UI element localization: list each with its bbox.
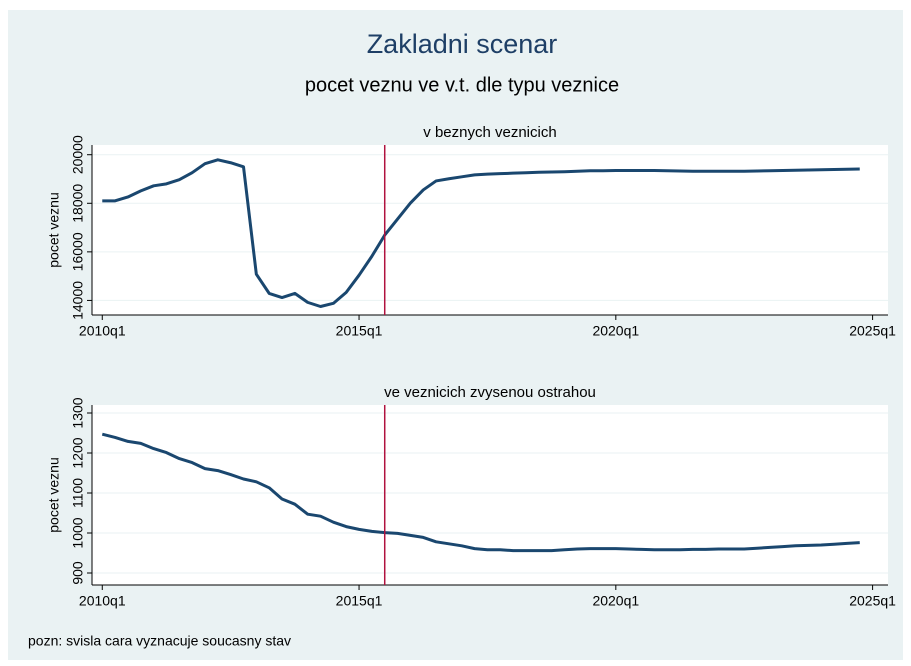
y-axis-label: pocet veznu bbox=[46, 457, 62, 533]
x-tick-label: 2025q1 bbox=[849, 323, 896, 339]
y-tick-label: 16000 bbox=[70, 232, 86, 271]
x-tick-label: 2010q1 bbox=[79, 323, 126, 339]
x-tick-label: 2020q1 bbox=[592, 593, 639, 609]
y-tick-label: 1100 bbox=[70, 478, 86, 508]
x-tick-label: 2015q1 bbox=[336, 323, 383, 339]
y-tick-label: 1000 bbox=[70, 517, 86, 548]
y-tick-label: 1300 bbox=[70, 397, 86, 428]
x-tick-label: 2010q1 bbox=[79, 593, 126, 609]
x-tick-label: 2025q1 bbox=[849, 593, 896, 609]
chart-subtitle: pocet veznu ve v.t. dle typu veznice bbox=[305, 74, 619, 96]
x-tick-label: 2015q1 bbox=[336, 593, 383, 609]
data-line bbox=[102, 158, 860, 308]
y-tick-label: 20000 bbox=[70, 135, 86, 174]
x-tick-label: 2020q1 bbox=[592, 323, 639, 339]
panel-title: ve veznicich zvysenou ostrahou bbox=[384, 384, 596, 401]
y-tick-label: 1200 bbox=[70, 437, 86, 468]
y-tick-label: 18000 bbox=[70, 184, 86, 223]
y-tick-label: 14000 bbox=[70, 281, 86, 320]
data-line bbox=[101, 432, 860, 553]
y-axis-label: pocet veznu bbox=[46, 192, 62, 268]
plot-area bbox=[92, 405, 888, 585]
chart-title: Zakladni scenar bbox=[367, 29, 558, 59]
note: pozn: svisla cara vyznacuje soucasny sta… bbox=[28, 633, 291, 649]
panel-title: v beznych veznicich bbox=[423, 124, 556, 141]
y-tick-label: 900 bbox=[70, 561, 86, 585]
